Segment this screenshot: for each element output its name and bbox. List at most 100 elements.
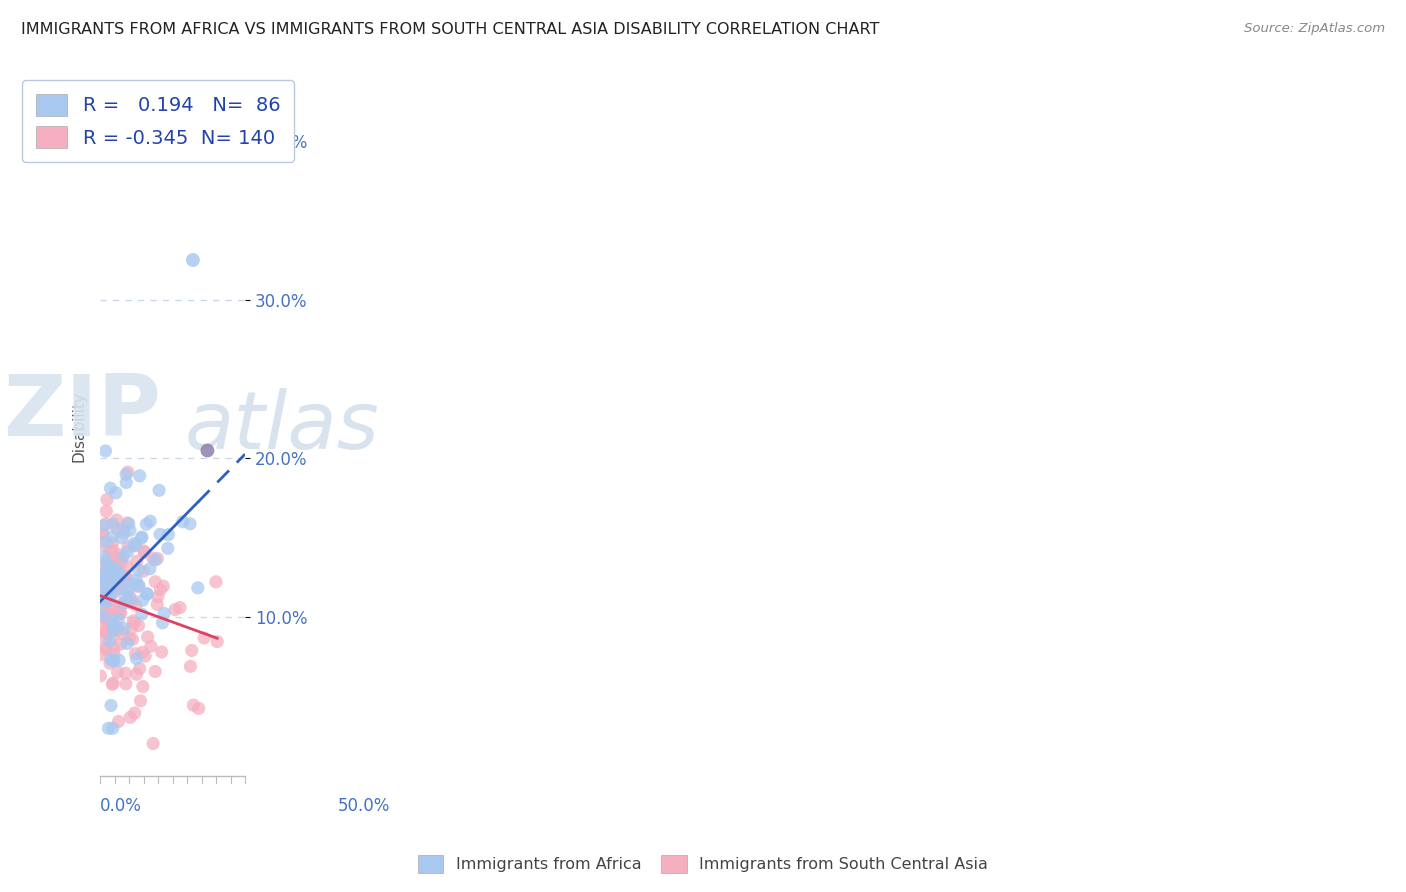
Point xyxy=(90,595,112,609)
Point xyxy=(122,614,145,628)
Point xyxy=(125,667,148,681)
Point xyxy=(149,582,172,597)
Y-axis label: Disability: Disability xyxy=(72,392,86,462)
Point xyxy=(94,642,117,657)
Point xyxy=(101,579,124,593)
Point xyxy=(112,526,135,541)
Point xyxy=(169,600,191,615)
Point xyxy=(152,579,174,593)
Text: atlas: atlas xyxy=(184,388,380,466)
Point xyxy=(118,582,141,597)
Point xyxy=(101,677,124,691)
Point xyxy=(156,541,179,556)
Point xyxy=(100,652,122,666)
Point xyxy=(96,594,118,608)
Point xyxy=(142,551,165,566)
Point xyxy=(101,529,124,543)
Point xyxy=(97,561,120,575)
Point xyxy=(125,599,148,613)
Point xyxy=(124,706,146,720)
Point xyxy=(98,657,121,671)
Legend: R =   0.194   N=  86, R = -0.345  N= 140: R = 0.194 N= 86, R = -0.345 N= 140 xyxy=(22,80,294,162)
Point xyxy=(97,551,120,566)
Point xyxy=(91,608,114,623)
Point xyxy=(117,540,139,554)
Point xyxy=(128,468,150,483)
Point xyxy=(136,587,159,601)
Point xyxy=(115,571,138,585)
Point xyxy=(197,443,219,458)
Point xyxy=(120,710,142,724)
Point xyxy=(101,629,124,643)
Point xyxy=(172,515,194,529)
Point xyxy=(124,615,146,630)
Point xyxy=(101,586,124,600)
Point xyxy=(110,598,132,612)
Point xyxy=(91,578,114,592)
Point xyxy=(117,516,139,530)
Point xyxy=(101,615,124,629)
Point xyxy=(112,627,135,641)
Point xyxy=(120,596,142,610)
Point xyxy=(128,618,150,632)
Point xyxy=(115,559,138,574)
Point xyxy=(205,574,228,589)
Point xyxy=(115,583,138,598)
Point xyxy=(90,582,112,596)
Legend: Immigrants from Africa, Immigrants from South Central Asia: Immigrants from Africa, Immigrants from … xyxy=(412,848,994,880)
Point xyxy=(142,737,165,751)
Point xyxy=(96,561,118,575)
Point xyxy=(103,654,125,668)
Point xyxy=(94,443,117,458)
Point xyxy=(108,653,131,667)
Point xyxy=(103,624,125,638)
Point xyxy=(97,623,120,637)
Point xyxy=(128,579,150,593)
Point xyxy=(145,553,167,567)
Point xyxy=(103,609,125,624)
Point xyxy=(150,645,173,659)
Point xyxy=(163,602,186,616)
Point xyxy=(115,475,138,490)
Point xyxy=(96,492,118,507)
Point xyxy=(90,607,112,622)
Point xyxy=(96,555,118,569)
Point xyxy=(127,579,149,593)
Point xyxy=(110,637,132,651)
Point xyxy=(103,653,125,667)
Point xyxy=(115,593,138,607)
Point xyxy=(98,577,121,591)
Point xyxy=(103,647,125,661)
Point xyxy=(125,554,148,568)
Point xyxy=(111,550,134,565)
Point xyxy=(100,615,122,629)
Point xyxy=(107,620,129,634)
Point xyxy=(96,516,118,531)
Point xyxy=(100,597,122,611)
Point xyxy=(179,659,201,673)
Point xyxy=(139,639,162,653)
Point xyxy=(118,516,141,531)
Point xyxy=(114,666,136,681)
Point xyxy=(128,563,150,577)
Point xyxy=(125,573,148,587)
Point xyxy=(94,632,117,646)
Point xyxy=(110,582,132,596)
Point xyxy=(97,559,120,574)
Point xyxy=(89,572,111,586)
Point xyxy=(101,566,124,580)
Point xyxy=(118,631,141,645)
Point xyxy=(101,542,124,557)
Point xyxy=(94,534,117,549)
Point xyxy=(97,722,120,736)
Point xyxy=(93,538,115,552)
Point xyxy=(129,694,152,708)
Point xyxy=(93,518,115,533)
Point xyxy=(104,564,127,578)
Point xyxy=(115,467,138,482)
Point xyxy=(91,526,114,541)
Point xyxy=(93,594,115,608)
Point xyxy=(94,612,117,626)
Point xyxy=(108,607,131,621)
Point xyxy=(146,551,169,566)
